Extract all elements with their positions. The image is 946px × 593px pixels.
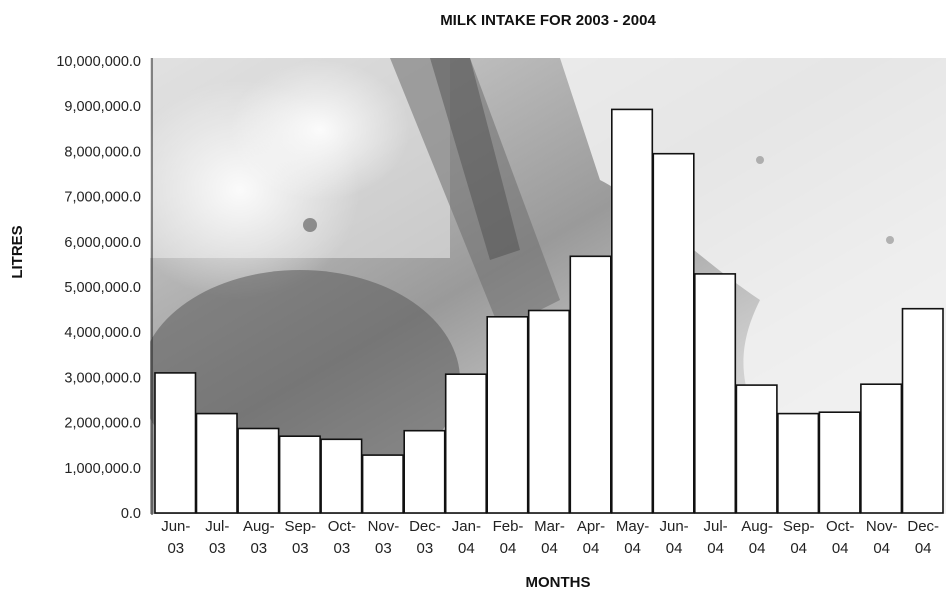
x-tick-label: Oct-: [328, 518, 356, 535]
y-tick-label: 8,000,000.0: [64, 144, 141, 160]
bar: [860, 383, 903, 514]
x-tick-label: 04: [873, 540, 890, 557]
x-tick-label: Jun-: [660, 518, 689, 535]
x-tick-label: 04: [624, 540, 641, 557]
y-tick-label: 3,000,000.0: [64, 370, 141, 386]
bar: [818, 411, 861, 514]
x-tick-label: 03: [250, 540, 267, 557]
y-tick-label: 4,000,000.0: [64, 325, 141, 341]
x-tick-label: Mar-: [534, 518, 565, 535]
bar: [361, 454, 404, 514]
x-tick-label: 03: [375, 540, 392, 557]
x-tick-label: Jun-: [161, 518, 190, 535]
y-tick-label: 9,000,000.0: [64, 99, 141, 115]
x-tick-label: Sep-: [783, 518, 815, 535]
x-tick-label: Jul-: [704, 518, 728, 535]
chart-title: MILK INTAKE FOR 2003 - 2004: [440, 12, 656, 29]
x-tick-label: 04: [666, 540, 683, 557]
y-tick-label: 7,000,000.0: [64, 190, 141, 206]
bar: [527, 309, 571, 514]
x-tick-label: May-: [616, 518, 649, 535]
x-tick-label: Sep-: [284, 518, 316, 535]
bar: [278, 435, 321, 514]
bar: [652, 152, 695, 514]
y-tick-label: 10,000,000.0: [56, 54, 141, 70]
x-tick-label: 04: [749, 540, 766, 557]
x-tick-label: 04: [915, 540, 932, 557]
bar: [154, 372, 197, 514]
bar: [693, 273, 737, 514]
bar: [320, 438, 363, 514]
x-tick-label: 04: [790, 540, 807, 557]
x-axis-ticks: Jun- 03 Jul- 03 Aug- 03 Sep- 03 Oct- 03 Nov- 03 Dec-…: [161, 518, 939, 557]
x-tick-label: Aug-: [243, 518, 275, 535]
x-tick-label: Dec-: [409, 518, 441, 535]
y-tick-label: 1,000,000.0: [64, 461, 141, 477]
x-axis-title: MONTHS: [526, 574, 591, 591]
x-tick-label: Nov-: [866, 518, 898, 535]
bar: [610, 108, 654, 514]
bar: [486, 315, 529, 514]
x-tick-label: 04: [832, 540, 849, 557]
bar: [901, 307, 944, 514]
x-tick-label: 03: [334, 540, 351, 557]
bar-series: [154, 108, 944, 514]
x-tick-label: 03: [209, 540, 226, 557]
bar: [237, 427, 280, 514]
x-tick-label: Aug-: [741, 518, 773, 535]
x-tick-label: Jul-: [205, 518, 229, 535]
y-tick-label: 5,000,000.0: [64, 280, 141, 296]
x-tick-label: 04: [583, 540, 600, 557]
y-tick-label: 6,000,000.0: [64, 235, 141, 251]
x-tick-label: 04: [541, 540, 558, 557]
x-tick-label: Jan-: [452, 518, 481, 535]
x-tick-label: Feb-: [493, 518, 524, 535]
bar: [569, 255, 612, 514]
x-tick-label: 04: [707, 540, 724, 557]
title-banner: [410, 4, 692, 38]
y-tick-label: 0.0: [121, 506, 141, 522]
x-tick-label: 04: [500, 540, 517, 557]
x-tick-label: 03: [167, 540, 184, 557]
bar: [444, 373, 488, 514]
x-tick-label: Nov-: [368, 518, 400, 535]
y-tick-label: 2,000,000.0: [64, 416, 141, 432]
bar: [195, 412, 238, 514]
x-tick-label: Oct-: [826, 518, 854, 535]
bar: [403, 429, 446, 514]
x-tick-label: 04: [458, 540, 475, 557]
x-tick-label: 03: [417, 540, 434, 557]
y-axis-ticks: 0.0 1,000,000.0 2,000,000.0 3,000,000.0 4,00…: [56, 54, 141, 522]
x-tick-label: Dec-: [907, 518, 939, 535]
y-axis-title: LITRES: [9, 225, 26, 278]
x-tick-label: Apr-: [577, 518, 605, 535]
bar: [777, 412, 820, 514]
bar: [735, 384, 778, 514]
x-tick-label: 03: [292, 540, 309, 557]
